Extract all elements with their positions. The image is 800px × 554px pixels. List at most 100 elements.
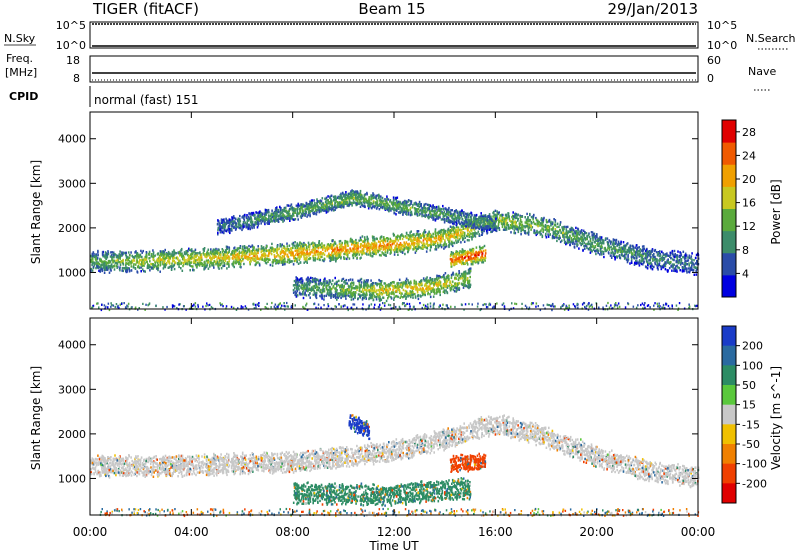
data-cell (472, 232, 475, 235)
data-cell (220, 267, 223, 270)
data-cell (188, 247, 190, 250)
data-cell (566, 241, 569, 244)
data-cell (457, 239, 459, 242)
data-cell (409, 203, 411, 206)
data-cell (571, 227, 574, 230)
data-cell (450, 229, 453, 233)
data-cell (327, 247, 330, 250)
data-cell (284, 252, 287, 255)
data-cell (622, 241, 625, 244)
data-cell (509, 219, 511, 222)
data-cell (223, 218, 225, 221)
data-cell (530, 224, 532, 227)
data-cell (443, 210, 446, 214)
data-cell (453, 221, 456, 224)
data-cell (440, 233, 443, 236)
data-cell (694, 262, 697, 265)
data-cell (478, 216, 480, 219)
data-cell (96, 257, 99, 260)
data-cell (451, 226, 453, 229)
data-cell (599, 237, 601, 240)
data-cell (583, 237, 586, 240)
data-cell (379, 244, 382, 247)
data-cell (282, 220, 284, 223)
data-cell (673, 269, 675, 272)
data-cell (296, 242, 299, 245)
data-cell (298, 255, 301, 259)
data-cell (280, 257, 282, 261)
data-cell (398, 248, 400, 251)
data-cell (211, 256, 214, 259)
data-cell (332, 199, 335, 202)
data-cell (605, 249, 607, 253)
data-cell (458, 238, 461, 241)
data-cell (520, 233, 522, 236)
data-cell (416, 230, 419, 233)
data-cell (341, 196, 343, 199)
data-cell (248, 257, 251, 260)
data-cell (645, 253, 648, 257)
data-cell (651, 263, 653, 266)
data-cell (447, 233, 450, 236)
data-cell (197, 258, 200, 261)
data-cell (403, 244, 405, 247)
data-cell (603, 255, 605, 259)
data-cell (656, 264, 658, 267)
data-cell (577, 237, 579, 240)
data-cell (685, 267, 688, 270)
data-cell (231, 223, 233, 227)
data-cell (293, 210, 295, 213)
data-cell (228, 265, 230, 268)
data-cell (616, 250, 619, 253)
data-cell (521, 223, 524, 226)
data-cell (394, 208, 396, 211)
data-cell (685, 254, 688, 257)
data-cell (679, 255, 681, 259)
data-cell (408, 242, 410, 246)
data-cell (414, 251, 417, 254)
data-cell (399, 247, 401, 250)
data-cell (677, 266, 679, 269)
data-cell (248, 212, 251, 215)
data-cell (677, 261, 680, 265)
data-cell (212, 262, 215, 265)
data-cell (587, 233, 590, 237)
data-cell (573, 235, 576, 238)
data-cell (602, 239, 605, 243)
data-cell (286, 214, 289, 218)
data-cell (433, 243, 436, 246)
data-cell (238, 257, 240, 260)
data-cell (525, 220, 528, 223)
data-cell (276, 210, 278, 214)
data-cell (247, 248, 249, 252)
data-cell (382, 248, 385, 251)
data-cell (290, 249, 293, 252)
data-cell (125, 259, 127, 262)
data-cell (525, 221, 528, 224)
data-cell (166, 252, 169, 256)
data-cell (579, 231, 582, 234)
data-cell (292, 214, 295, 217)
data-cell (211, 262, 213, 265)
data-cell (433, 213, 436, 216)
data-cell (284, 247, 286, 250)
data-cell (480, 215, 483, 218)
data-cell (634, 250, 636, 253)
data-cell (470, 232, 472, 235)
data-cell (109, 268, 112, 271)
data-cell (547, 224, 550, 228)
data-cell (470, 226, 473, 229)
data-cell (694, 266, 697, 269)
data-cell (386, 202, 389, 205)
data-cell (300, 255, 302, 258)
data-cell (217, 266, 220, 269)
data-cell (418, 205, 421, 209)
data-cell (159, 260, 162, 264)
data-cell (457, 226, 460, 229)
data-cell (393, 250, 396, 254)
data-cell (150, 254, 153, 258)
data-cell (598, 244, 600, 247)
data-cell (150, 266, 152, 269)
data-cell (417, 236, 420, 239)
data-cell (358, 253, 361, 256)
